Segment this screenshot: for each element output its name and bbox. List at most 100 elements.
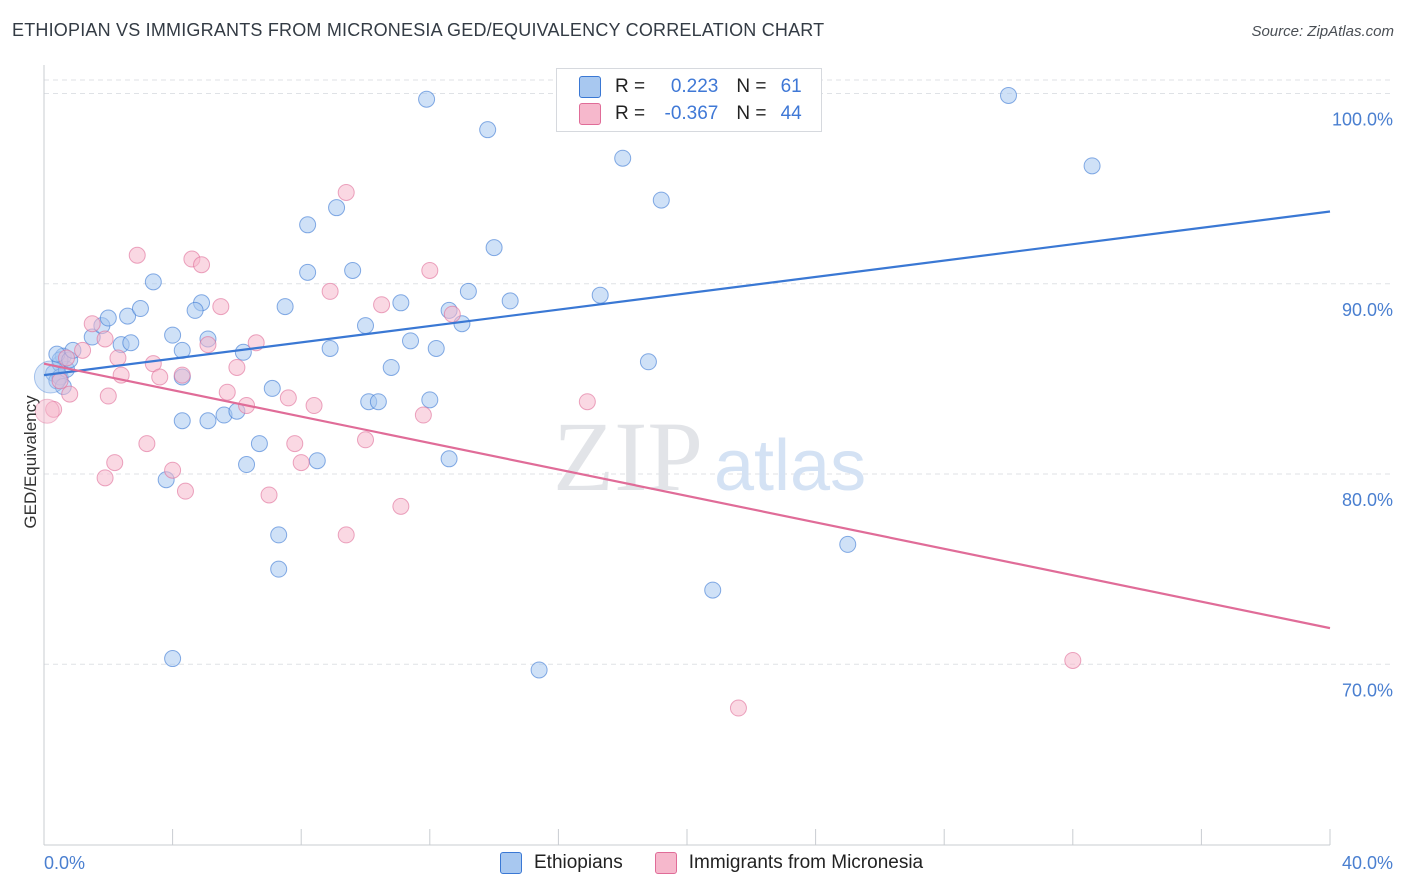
watermark: ZIP atlas — [553, 401, 866, 512]
data-point — [299, 263, 317, 281]
legend-n-value: 61 — [780, 76, 802, 97]
data-point — [74, 341, 92, 359]
data-point — [144, 273, 162, 291]
data-point — [639, 353, 657, 371]
y-tick-label: 80.0% — [1342, 490, 1393, 510]
data-point — [276, 298, 294, 316]
data-point — [344, 261, 362, 279]
data-point — [337, 526, 355, 544]
data-point — [109, 349, 127, 367]
data-point — [99, 387, 117, 405]
data-point — [173, 366, 191, 384]
data-point — [58, 349, 76, 367]
legend-r-label: R = — [615, 103, 651, 124]
data-point — [479, 121, 497, 139]
trend-line — [43, 362, 1331, 630]
data-point — [286, 435, 304, 453]
data-point — [501, 292, 519, 310]
data-point — [199, 336, 217, 354]
data-point — [1000, 86, 1017, 104]
data-point — [173, 412, 191, 430]
data-point — [321, 339, 339, 357]
data-point — [292, 454, 310, 472]
legend-r-label: R = — [615, 76, 651, 97]
data-point — [199, 412, 217, 430]
legend-item-micronesia: Immigrants from Micronesia — [654, 852, 924, 874]
data-point — [99, 309, 117, 327]
data-point — [704, 581, 722, 599]
legend-r-value: 0.223 — [670, 76, 719, 97]
legend-swatch-ethiopians — [579, 76, 601, 98]
data-point — [299, 216, 317, 234]
data-point — [228, 358, 246, 376]
legend-n-value: 44 — [780, 103, 802, 124]
data-point — [1064, 651, 1082, 669]
data-point — [382, 358, 400, 376]
data-point — [164, 461, 182, 479]
data-point — [128, 246, 146, 264]
correlation-legend: R = 0.223 N = 61 R = -0.367 N = 44 — [556, 68, 822, 132]
data-point — [414, 406, 432, 424]
data-point — [96, 330, 114, 348]
data-point — [392, 294, 410, 312]
data-point — [652, 191, 670, 209]
data-point — [591, 286, 609, 304]
data-point — [421, 261, 439, 279]
data-point — [839, 535, 857, 553]
data-point — [308, 452, 326, 470]
y-tick-label: 70.0% — [1342, 680, 1393, 700]
legend-label-micronesia: Immigrants from Micronesia — [688, 852, 924, 873]
data-point — [443, 305, 461, 323]
trend-line — [43, 210, 1331, 377]
data-point — [427, 339, 445, 357]
data-point — [729, 699, 747, 717]
data-point — [279, 389, 297, 407]
data-point — [357, 431, 374, 449]
data-point — [614, 149, 632, 167]
data-point — [250, 435, 268, 453]
data-point — [61, 385, 79, 403]
y-tick-label: 100.0% — [1332, 110, 1393, 130]
y-axis-label: GED/Equivalency — [21, 395, 40, 529]
data-point — [305, 397, 323, 415]
data-point — [260, 486, 278, 504]
data-point — [193, 256, 211, 274]
legend-swatch-micronesia — [654, 852, 677, 874]
data-point — [459, 282, 477, 300]
axes — [43, 65, 1331, 846]
data-point — [106, 454, 124, 472]
legend-swatch-ethiopians — [500, 852, 522, 874]
data-point — [530, 661, 548, 679]
legend-label-ethiopians: Ethiopians — [534, 852, 623, 873]
x-tick-label: 40.0% — [1342, 853, 1393, 873]
data-point — [369, 393, 387, 411]
data-point — [421, 391, 439, 409]
legend-row-ethiopians: R = 0.223 N = 61 — [579, 74, 802, 100]
legend-n-label: N = — [736, 76, 772, 97]
x-tick-label: 0.0% — [44, 853, 85, 873]
trend-lines — [43, 210, 1331, 630]
chart-source: Source: ZipAtlas.com — [1251, 23, 1394, 40]
data-point — [238, 456, 256, 474]
data-point — [337, 183, 355, 201]
data-point — [440, 450, 458, 468]
series-legend: Ethiopians Immigrants from Micronesia — [500, 852, 955, 874]
data-point — [321, 282, 339, 300]
data-point — [119, 307, 137, 325]
data-point — [186, 301, 204, 319]
data-point — [418, 90, 436, 108]
data-point — [164, 650, 182, 668]
data-point — [578, 393, 596, 411]
data-point — [138, 435, 156, 453]
data-point — [485, 239, 503, 257]
data-point — [263, 379, 281, 397]
data-point-cluster — [34, 398, 60, 424]
legend-row-micronesia: R = -0.367 N = 44 — [579, 101, 802, 127]
data-point — [1083, 157, 1101, 175]
data-point — [122, 334, 140, 352]
legend-swatch-micronesia — [579, 103, 601, 125]
watermark-atlas: atlas — [714, 426, 866, 506]
data-point — [270, 526, 288, 544]
data-point — [176, 482, 194, 500]
